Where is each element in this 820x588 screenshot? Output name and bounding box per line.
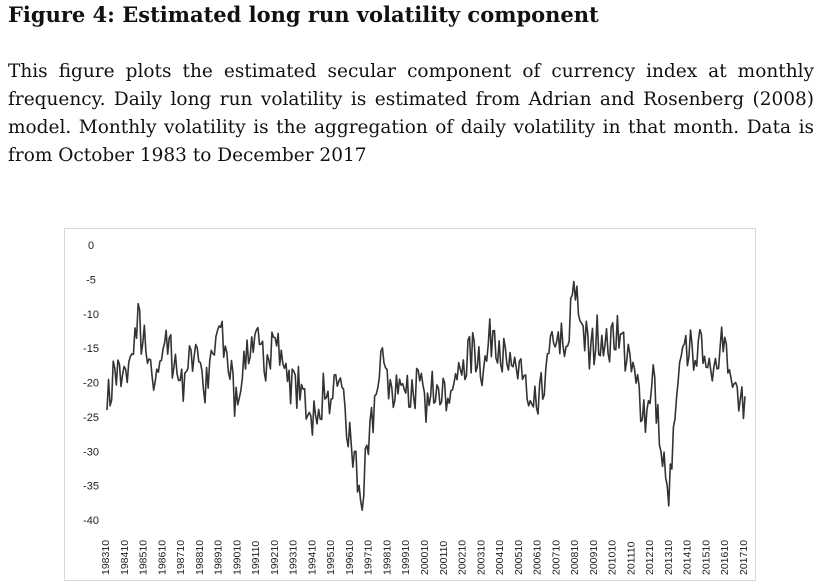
x-tick-label: 198610 — [156, 540, 168, 575]
y-axis-ticks: 0 -5 -10 -15 -20 -25 -30 -35 -40 — [83, 240, 99, 527]
x-tick-label: 200710 — [550, 540, 562, 575]
x-tick-label: 199710 — [363, 540, 375, 575]
y-tick-label: -15 — [83, 343, 99, 355]
x-tick-label: 198510 — [138, 540, 150, 575]
x-tick-label: 200310 — [475, 540, 487, 575]
x-tick-label: 200810 — [569, 540, 581, 575]
y-tick-label: 0 — [88, 240, 94, 252]
x-tick-label: 198810 — [194, 540, 206, 575]
y-tick-label: -25 — [83, 412, 99, 424]
x-tick-label: 201010 — [607, 540, 619, 575]
figure-caption: This figure plots the estimated secular … — [8, 61, 814, 166]
x-tick-label: 200410 — [494, 540, 506, 575]
x-tick-label: 200010 — [419, 540, 431, 575]
x-tick-label: 199410 — [306, 540, 318, 575]
x-tick-label: 201410 — [682, 540, 694, 575]
x-tick-label: 201710 — [738, 540, 750, 575]
x-tick-label: 199810 — [381, 540, 393, 575]
y-tick-label: -5 — [86, 274, 96, 286]
volatility-line-chart: 0-5-10-15-20-25-30-35-40 198310 198410 198… — [83, 240, 750, 575]
x-tick-label: 199110 — [250, 541, 262, 575]
volatility-series-line — [106, 280, 746, 511]
line-series — [106, 280, 746, 511]
x-tick-label: 198310 — [100, 540, 112, 575]
x-tick-label: 198710 — [175, 540, 187, 575]
x-tick-label: 201510 — [700, 540, 712, 575]
x-tick-label: 200610 — [532, 540, 544, 575]
x-tick-label: 201210 — [644, 540, 656, 575]
x-tick-label: 200210 — [457, 540, 469, 575]
x-tick-label: 200910 — [588, 540, 600, 575]
y-tick-label: -35 — [83, 481, 99, 493]
x-tick-label: 199010 — [231, 540, 243, 575]
x-tick-label: 201310 — [663, 540, 675, 575]
figure-title: Figure 4: Estimated long run volatility … — [8, 2, 599, 27]
x-tick-label: 200110 — [438, 541, 450, 575]
x-axis-ticks: 198310 198410 198510 198610 198710 198810 1989… — [100, 540, 750, 575]
y-tick-label: -30 — [83, 446, 99, 458]
x-tick-label: 199910 — [400, 540, 412, 575]
x-tick-label: 198910 — [213, 540, 225, 575]
x-tick-label: 198410 — [119, 540, 131, 575]
x-tick-label: 200510 — [513, 540, 525, 575]
x-tick-label: 199310 — [288, 540, 300, 575]
x-tick-label: 199210 — [269, 540, 281, 575]
x-tick-label: 201110 — [625, 541, 637, 575]
x-tick-label: 201610 — [719, 540, 731, 575]
x-tick-label: 199610 — [344, 540, 356, 575]
y-tick-label: -20 — [83, 378, 99, 390]
x-tick-label: 199510 — [325, 540, 337, 575]
y-tick-label: -10 — [83, 309, 99, 321]
y-tick-label: -40 — [83, 515, 99, 527]
chart-frame: 0 -5 -10 -15 -20 -25 -30 -35 -40 198310 198410 198… — [64, 228, 756, 581]
